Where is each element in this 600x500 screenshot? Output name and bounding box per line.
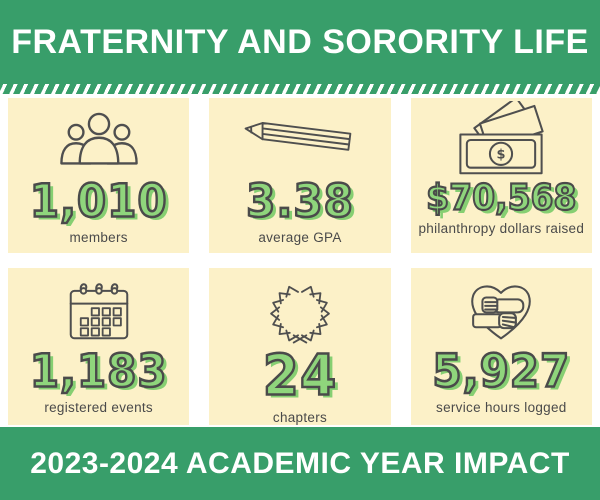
- stat-value: 3.38: [245, 174, 354, 228]
- svg-text:$: $: [497, 147, 506, 162]
- stat-card-gpa: 3.38 average GPA: [209, 98, 391, 253]
- pencil-icon: [244, 122, 352, 151]
- stat-value: $70,568: [425, 176, 577, 219]
- diagonal-stripe-divider: [0, 84, 600, 94]
- wreath-icon: [269, 283, 331, 344]
- header-banner: FRATERNITY AND SORORITY LIFE: [0, 0, 600, 84]
- people-icon: [59, 112, 138, 165]
- heart-hands-icon: [471, 285, 532, 339]
- icon-wrap: [209, 98, 390, 182]
- stat-value: 24: [262, 343, 338, 409]
- stat-label: chapters: [272, 410, 328, 425]
- stat-label: registered events: [44, 400, 153, 415]
- stat-label: service hours logged: [436, 400, 567, 415]
- stat-label: average GPA: [258, 230, 342, 245]
- icon-wrap: $: [411, 98, 592, 182]
- icon-wrap: [411, 268, 592, 352]
- icon-wrap: [8, 268, 189, 352]
- stat-value: 1,010: [29, 174, 168, 228]
- stats-grid: 1,010 members 3.38 average GPA: [0, 98, 600, 425]
- stat-card-members: 1,010 members: [8, 98, 190, 253]
- stat-card-philanthropy: $ $70,568 philanthropy dollars raised: [410, 98, 592, 253]
- icon-wrap: [8, 98, 189, 182]
- stat-value: 1,183: [29, 344, 168, 398]
- stat-card-chapters: 24 chapters: [209, 268, 391, 425]
- money-icon: $: [459, 101, 544, 175]
- stat-card-events: 1,183 registered events: [8, 268, 190, 425]
- calendar-icon: [69, 283, 128, 340]
- footer-banner: 2023-2024 ACADEMIC YEAR IMPACT: [0, 427, 600, 500]
- footer-title: 2023-2024 ACADEMIC YEAR IMPACT: [30, 446, 570, 480]
- stat-card-service: 5,927 service hours logged: [410, 268, 592, 425]
- icon-wrap: [209, 268, 390, 352]
- page-title: FRATERNITY AND SORORITY LIFE: [11, 22, 589, 61]
- stat-label: philanthropy dollars raised: [418, 221, 585, 236]
- stat-value: 5,927: [431, 344, 571, 398]
- stat-label: members: [69, 230, 128, 245]
